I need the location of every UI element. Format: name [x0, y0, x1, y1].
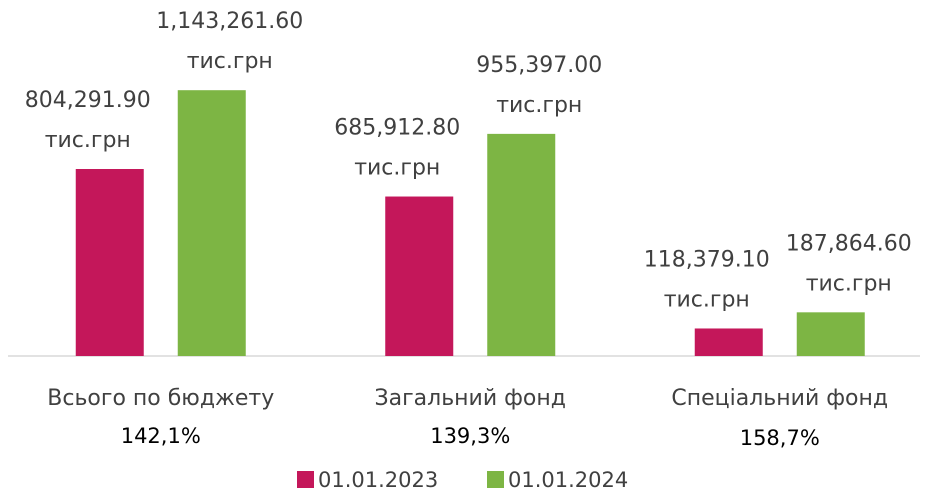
bar: [487, 133, 556, 356]
bar: [694, 328, 763, 356]
x-tick-label: Спеціальний фонд: [671, 386, 888, 411]
data-label: 955,397.00: [476, 53, 602, 78]
data-label-unit: тис.грн: [806, 271, 892, 296]
data-label-unit: тис.грн: [496, 93, 582, 118]
data-label: 1,143,261.60: [156, 9, 303, 34]
data-label-unit: тис.грн: [187, 49, 273, 74]
data-label: 118,379.10: [644, 247, 770, 272]
data-label-unit: тис.грн: [664, 287, 750, 312]
legend-swatch: [487, 471, 504, 488]
data-label: 187,864.60: [786, 231, 912, 256]
legend-swatch: [297, 471, 314, 488]
x-tick-label: Всього по бюджету: [47, 386, 274, 411]
data-label: 804,291.90: [25, 88, 151, 113]
annotation: 139,3%: [430, 424, 510, 448]
annotation: 158,7%: [740, 426, 820, 450]
data-label: 685,912.80: [334, 116, 460, 141]
bar: [796, 312, 865, 356]
bar: [385, 196, 454, 356]
bar: [177, 90, 246, 356]
bar: [75, 169, 144, 356]
annotation: 142,1%: [121, 424, 201, 448]
data-label-unit: тис.грн: [354, 156, 440, 181]
x-tick-label: Загальний фонд: [375, 386, 567, 411]
legend-label: 01.01.2024: [508, 468, 628, 492]
legend-label: 01.01.2023: [318, 468, 438, 492]
data-label-unit: тис.грн: [45, 128, 131, 153]
